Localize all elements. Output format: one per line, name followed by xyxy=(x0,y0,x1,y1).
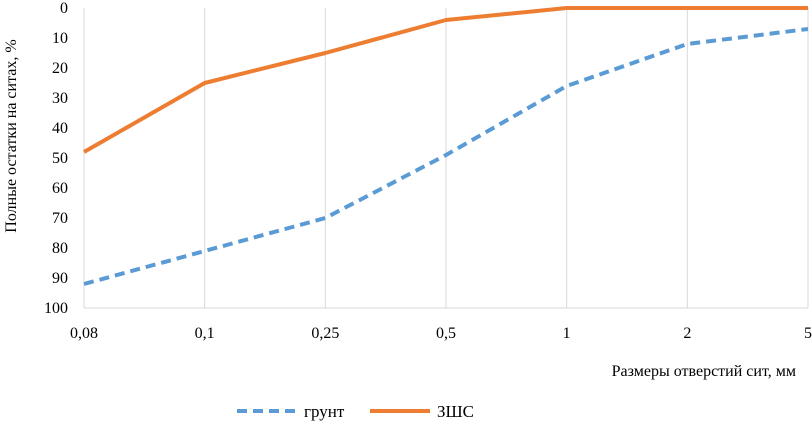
x-tick-label: 0,25 xyxy=(311,325,339,342)
x-tick-label: 5 xyxy=(804,325,812,342)
y-tick-labels: 0 10 20 30 40 50 60 70 80 90 100 xyxy=(44,0,68,317)
x-tick-label: 0,08 xyxy=(70,325,98,342)
y-tick-label: 60 xyxy=(52,180,68,197)
y-tick-label: 90 xyxy=(52,270,68,287)
y-tick-label: 30 xyxy=(52,90,68,107)
y-tick-label: 70 xyxy=(52,210,68,227)
y-axis-title: Полные остатки на ситах, % xyxy=(3,39,20,232)
y-tick-label: 20 xyxy=(52,60,68,77)
grid-lines xyxy=(83,8,809,309)
y-tick-label: 10 xyxy=(52,30,68,47)
x-axis-title: Размеры отверстий сит, мм xyxy=(612,363,796,380)
series-line-grunt xyxy=(83,27,809,286)
x-tick-label: 2 xyxy=(683,325,691,342)
y-tick-label: 0 xyxy=(60,0,68,17)
legend: грунт ЗШС xyxy=(237,402,474,421)
y-tick-label: 40 xyxy=(52,120,68,137)
y-tick-label: 100 xyxy=(44,300,68,317)
legend-label-grunt: грунт xyxy=(304,402,345,421)
series-layer xyxy=(83,6,809,286)
x-tick-label: 1 xyxy=(563,325,571,342)
series-line-zshs xyxy=(83,6,808,154)
legend-label-zshs: ЗШС xyxy=(437,402,474,421)
x-tick-label: 0,1 xyxy=(195,325,215,342)
x-tick-label: 0,5 xyxy=(436,325,456,342)
y-tick-label: 80 xyxy=(52,240,68,257)
y-tick-label: 50 xyxy=(52,150,68,167)
x-tick-labels: 0,08 0,1 0,25 0,5 1 2 5 xyxy=(70,325,812,342)
